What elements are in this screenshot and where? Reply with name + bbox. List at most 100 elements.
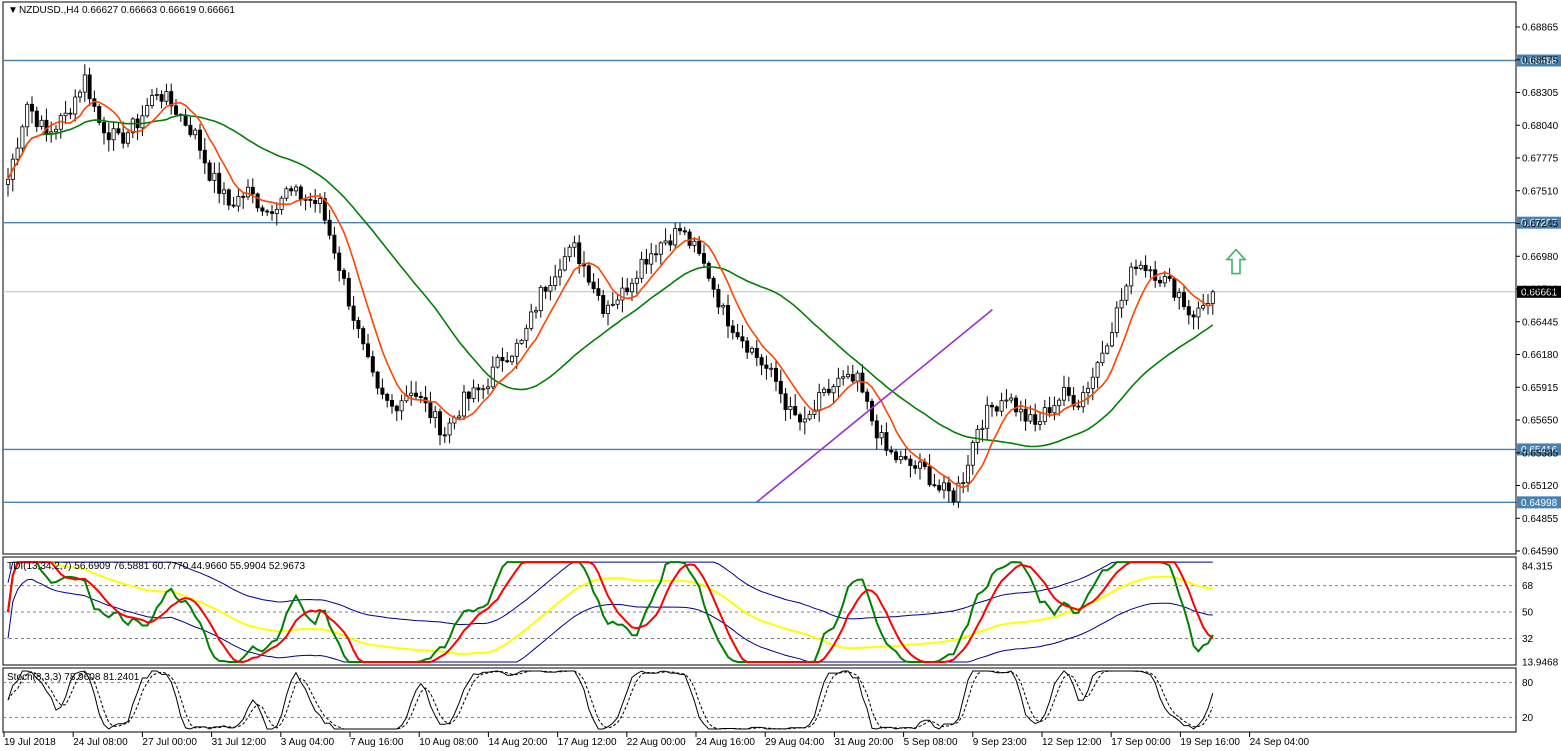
candle-bull xyxy=(822,388,827,393)
candle-bull xyxy=(140,115,145,129)
stoch-d-line xyxy=(7,670,1214,730)
candle-bull xyxy=(606,304,611,314)
candle-bull xyxy=(1124,285,1129,301)
candle-bear xyxy=(682,230,687,233)
candle-bull xyxy=(649,253,654,265)
candle-bear xyxy=(778,380,783,395)
tdi-pane[interactable]: 84.315 68 50 32 13.9468 TDI(13,34,2,7) 56.69… xyxy=(2,556,1559,669)
candle-bear xyxy=(159,94,164,102)
candle-bear xyxy=(102,122,107,134)
level-price-tag xyxy=(1517,54,1561,67)
candle-bull xyxy=(788,405,793,411)
candle-bear xyxy=(865,391,870,402)
candle-bull xyxy=(481,388,486,391)
moving-averages xyxy=(7,100,1214,489)
candle-bull xyxy=(1201,305,1206,309)
candle-bear xyxy=(389,400,394,407)
candle-bull xyxy=(1148,269,1153,272)
candle-bull xyxy=(1100,352,1105,364)
candle-bear xyxy=(322,198,327,221)
candle-bull xyxy=(54,128,59,133)
candle-bear xyxy=(1172,278,1177,298)
candle-bull xyxy=(212,172,217,181)
tdi-caption: TDI(13,34,2,7) 56.6909 76.5881 60.7770 4… xyxy=(7,561,305,572)
candle-bear xyxy=(913,465,918,469)
candle-bull xyxy=(236,196,241,207)
candle-bull xyxy=(841,376,846,379)
candle-bear xyxy=(908,458,913,467)
candle-bull xyxy=(721,305,726,308)
candle-bull xyxy=(1138,264,1143,269)
candle-bull xyxy=(274,209,279,214)
candle-bear xyxy=(798,414,803,423)
candle-bull xyxy=(509,355,514,363)
tdi-rsi-line xyxy=(7,561,1214,663)
candle-bear xyxy=(385,393,390,401)
price-tick-label: 0.65120 xyxy=(1522,481,1559,492)
candle-bull xyxy=(111,128,116,141)
candle-bear xyxy=(370,356,375,373)
candle-bear xyxy=(870,400,875,422)
candle-bull xyxy=(639,258,644,279)
level-lines[interactable]: 0.68488 0.67207 0.65416 0.64998 0.66661 xyxy=(3,54,1561,509)
candle-bear xyxy=(1182,292,1187,308)
time-axis: 19 Jul 2018 24 Jul 08:00 27 Jul 00:00 31 Ju… xyxy=(3,732,1310,748)
level-price-tag xyxy=(1517,216,1561,229)
candle-bear xyxy=(476,387,481,391)
candle-bull xyxy=(692,240,697,246)
candle-bull xyxy=(1210,291,1215,304)
trendline-group[interactable] xyxy=(756,309,993,503)
candle-bear xyxy=(937,485,942,491)
tdi-upper-band xyxy=(7,561,1213,626)
stoch-pane[interactable]: 80 20 Stoch(8,3,3) 78.9608 81.2401 xyxy=(2,667,1534,733)
trendline[interactable] xyxy=(756,309,993,503)
tdi-pane-frame xyxy=(2,556,1517,666)
time-tick-label: 14 Aug 20:00 xyxy=(488,737,547,748)
candle-bull xyxy=(409,392,414,396)
candle-bull xyxy=(130,118,135,134)
price-axis: 0.68865 0.68575 0.68305 0.68040 0.67775 0.675… xyxy=(1515,2,1559,558)
candle-bull xyxy=(15,147,20,160)
candle-bull xyxy=(1038,421,1043,425)
candle-bear xyxy=(437,411,442,436)
candle-bear xyxy=(889,450,894,453)
candle-bull xyxy=(1090,376,1095,389)
candle-bull xyxy=(78,91,83,98)
price-pane[interactable]: 0.68488 0.67207 0.65416 0.64998 0.66661 0.68… xyxy=(2,1,1561,558)
candle-bull xyxy=(1028,414,1033,422)
candle-bull xyxy=(245,186,250,198)
up-arrow-icon[interactable] xyxy=(1225,248,1247,275)
candle-bear xyxy=(241,196,246,198)
candle-bear xyxy=(356,320,361,329)
candle-bear xyxy=(884,432,889,451)
stoch-axis: 80 20 xyxy=(1515,668,1534,732)
tdi-tick-label: 84.315 xyxy=(1522,562,1553,573)
candle-bull xyxy=(961,482,966,485)
candle-bear xyxy=(994,406,999,412)
candle-bull xyxy=(126,132,131,144)
time-tick-label: 10 Aug 08:00 xyxy=(419,737,478,748)
candle-bear xyxy=(826,388,831,394)
price-tick-label: 0.67245 xyxy=(1522,219,1559,230)
candle-bull xyxy=(1086,387,1091,394)
candle-bull xyxy=(942,482,947,491)
candle-bear xyxy=(116,128,121,134)
candle-bear xyxy=(1023,408,1028,422)
candle-bear xyxy=(591,281,596,290)
price-tick-label: 0.66180 xyxy=(1522,350,1559,361)
candle-bull xyxy=(1162,276,1167,284)
candle-bull xyxy=(769,367,774,370)
candle-bear xyxy=(932,484,937,487)
candle-bear xyxy=(1071,394,1076,407)
time-tick-label: 19 Jul 2018 xyxy=(4,737,56,748)
candle-bear xyxy=(217,172,222,194)
candle-bull xyxy=(663,240,668,244)
time-tick-label: 17 Sep 00:00 xyxy=(1111,737,1171,748)
candle-bull xyxy=(836,377,841,388)
candle-bull xyxy=(193,129,198,136)
candle-bear xyxy=(1167,276,1172,279)
time-tick-label: 22 Aug 00:00 xyxy=(627,737,686,748)
stoch-tick-label: 80 xyxy=(1522,678,1534,689)
candle-bear xyxy=(1047,407,1052,414)
